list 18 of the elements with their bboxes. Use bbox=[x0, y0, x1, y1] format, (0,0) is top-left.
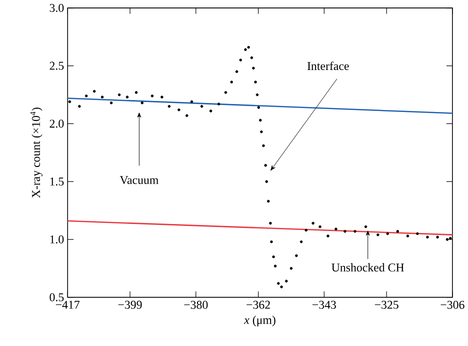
y-tick-label: 0.5 bbox=[50, 293, 64, 302]
y-tick-label: 2.0 bbox=[50, 120, 64, 128]
y-tick-label: 3.0 bbox=[50, 4, 64, 12]
x-tick-label: −417 bbox=[56, 300, 80, 309]
annotation: Unshocked CH bbox=[332, 263, 404, 272]
x-tick-label: −306 bbox=[440, 300, 464, 309]
x-tick-label: −362 bbox=[246, 300, 270, 309]
x-tick-label: −325 bbox=[374, 300, 398, 309]
y-tick-label: 2.5 bbox=[50, 62, 64, 70]
x-tick-label: −343 bbox=[312, 300, 336, 309]
x-tick-label: −399 bbox=[118, 300, 142, 309]
annotation: Vacuum bbox=[120, 176, 158, 184]
y-tick-label: 1.5 bbox=[50, 178, 64, 186]
y-tick-label: 1.0 bbox=[50, 235, 64, 244]
x-tick-label: −380 bbox=[184, 300, 208, 309]
annotation: Interface bbox=[307, 62, 349, 70]
y-axis-title: X-ray count (×10$^{4}$) bbox=[30, 108, 42, 198]
x-axis-title: x (μm) bbox=[244, 316, 276, 326]
